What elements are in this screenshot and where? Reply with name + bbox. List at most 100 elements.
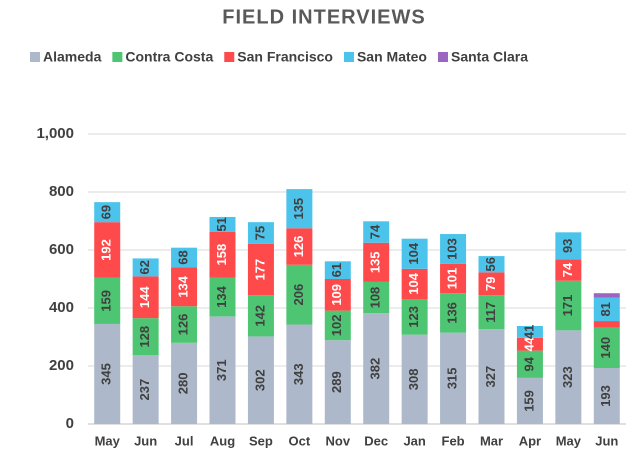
x-tick-label: Jan: [403, 433, 425, 448]
bar-segment: [94, 323, 121, 424]
data-label: 68: [176, 250, 191, 264]
y-tick-label: 600: [49, 241, 74, 258]
bar-segment: [516, 377, 543, 424]
data-label: 126: [176, 314, 191, 336]
data-label: 69: [99, 205, 114, 219]
data-label: 140: [598, 337, 613, 359]
data-label: 371: [214, 359, 229, 381]
bar-segment: [363, 242, 390, 282]
bar-segment: [478, 256, 505, 273]
bar-segment: [593, 327, 620, 369]
bar-segment: [247, 336, 274, 424]
bar-segment: [555, 330, 582, 424]
legend-label: San Mateo: [357, 49, 427, 65]
data-label: 159: [521, 390, 536, 412]
bar-segment: [94, 202, 121, 223]
data-label: 327: [483, 366, 498, 388]
x-tick-label: Sep: [249, 433, 273, 448]
bar-segment: [478, 329, 505, 424]
data-label: 135: [291, 198, 306, 220]
data-label: 280: [176, 373, 191, 395]
x-tick-label: Feb: [442, 433, 465, 448]
bar-segment: [209, 316, 236, 424]
chart-title: FIELD INTERVIEWS: [222, 6, 425, 28]
x-tick-label: May: [556, 433, 582, 448]
x-tick-label: Mar: [480, 433, 503, 448]
bar-segment: [440, 332, 467, 424]
data-label: 104: [406, 242, 421, 264]
data-label: 104: [406, 272, 421, 294]
data-label: 44: [521, 336, 536, 351]
bar-segment: [324, 261, 351, 279]
bar-segment: [324, 310, 351, 341]
y-tick-label: 1,000: [36, 125, 74, 142]
data-label: 93: [560, 239, 575, 253]
bar-segment: [440, 293, 467, 333]
bar-segment: [555, 232, 582, 260]
bar-segment: [363, 313, 390, 424]
data-label: 108: [368, 287, 383, 309]
data-label: 382: [368, 358, 383, 380]
data-label: 128: [137, 326, 152, 348]
data-label: 192: [99, 239, 114, 261]
x-tick-label: Jul: [175, 433, 194, 448]
bar-segment: [94, 277, 121, 324]
x-tick-label: Jun: [595, 433, 618, 448]
data-label: 159: [99, 290, 114, 312]
bar-segment: [478, 272, 505, 296]
data-label: 289: [329, 371, 344, 393]
bar-segment: [363, 281, 390, 314]
legend-label: Santa Clara: [451, 49, 528, 65]
bar-segment: [593, 293, 620, 298]
bar-segment: [324, 279, 351, 311]
legend-swatch: [343, 52, 354, 62]
data-label: 135: [368, 251, 383, 273]
data-label: 134: [214, 285, 229, 307]
data-label: 171: [560, 295, 575, 317]
bar-segment: [401, 238, 428, 269]
data-label: 117: [483, 302, 498, 323]
bar-segment: [247, 295, 274, 337]
data-label: 62: [137, 260, 152, 274]
bar-segment: [363, 221, 390, 243]
bar-segment: [171, 247, 198, 268]
legend-swatch: [112, 52, 123, 62]
data-label: 103: [445, 238, 460, 260]
bar-segment: [286, 189, 313, 229]
data-label: 142: [252, 305, 267, 327]
legend-label: Contra Costa: [125, 49, 213, 65]
bar-segment: [132, 258, 159, 277]
bar-segment: [401, 299, 428, 335]
data-label: 74: [560, 262, 575, 277]
legend-swatch: [437, 52, 448, 62]
data-label: 126: [291, 236, 306, 258]
data-label: 315: [445, 367, 460, 389]
data-label: 136: [445, 302, 460, 324]
bar-segment: [478, 295, 505, 330]
bar-segment: [324, 340, 351, 424]
x-tick-label: Jun: [134, 433, 157, 448]
legend-swatch: [30, 52, 40, 62]
data-label: 74: [368, 224, 383, 239]
data-label: 75: [252, 226, 267, 240]
bar-segment: [171, 342, 198, 424]
data-label: 81: [598, 302, 613, 316]
data-label: 177: [252, 259, 267, 281]
bar-segment: [516, 350, 543, 378]
data-label: 56: [483, 257, 498, 271]
bar-segment: [94, 222, 121, 278]
x-tick-label: Apr: [519, 433, 541, 448]
data-label: 109: [329, 284, 344, 306]
data-label: 302: [252, 369, 267, 391]
data-label: 79: [483, 277, 498, 291]
bar-segment: [286, 324, 313, 424]
bar-segment: [247, 243, 274, 296]
legend-label: Alameda: [43, 49, 102, 65]
data-label: 101: [445, 268, 460, 290]
bar-segment: [209, 216, 236, 232]
bar-segment: [593, 321, 620, 328]
x-tick-label: Dec: [364, 433, 388, 448]
y-tick-label: 0: [66, 415, 74, 432]
bar-segment: [209, 231, 236, 278]
x-tick-label: Nov: [326, 433, 351, 448]
